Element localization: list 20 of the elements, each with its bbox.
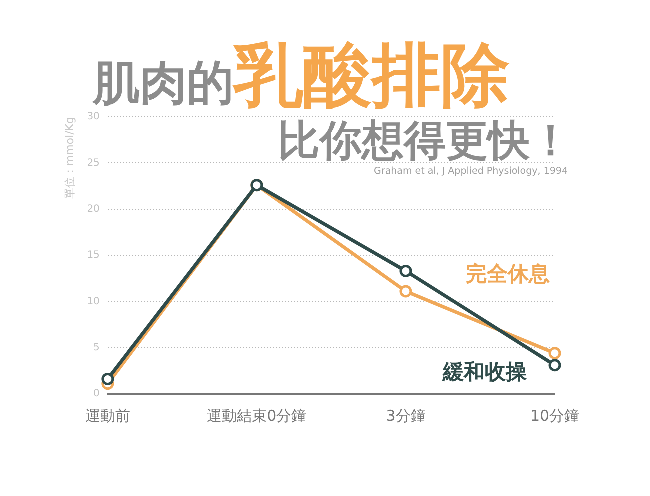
point bbox=[400, 285, 412, 298]
x-tick-label: 運動前 bbox=[85, 406, 130, 425]
y-tick-label: 25 bbox=[87, 158, 100, 169]
point bbox=[548, 359, 562, 372]
y-tick-label: 5 bbox=[94, 342, 100, 354]
y-tick-label: 10 bbox=[87, 296, 100, 308]
y-tick-label: 30 bbox=[87, 112, 100, 123]
annotation: Graham et al, J Applied Physiology, 1994 bbox=[374, 166, 568, 178]
series-label: 完全休息 bbox=[466, 262, 550, 286]
x-tick-label: 10分鐘 bbox=[530, 406, 580, 425]
y-tick-label: 20 bbox=[87, 204, 100, 215]
y-tick-label: 15 bbox=[87, 250, 100, 262]
chart-subtitle: 比你想得更快！ bbox=[278, 116, 572, 165]
x-tick-label: 運動結束0分鐘 bbox=[207, 406, 307, 425]
point bbox=[400, 264, 412, 278]
point bbox=[102, 372, 114, 386]
x-tick-label: 3分鐘 bbox=[386, 406, 426, 425]
point bbox=[548, 347, 562, 360]
y-tick-label: 0 bbox=[94, 388, 100, 400]
series-label: 緩和收操 bbox=[442, 360, 528, 384]
